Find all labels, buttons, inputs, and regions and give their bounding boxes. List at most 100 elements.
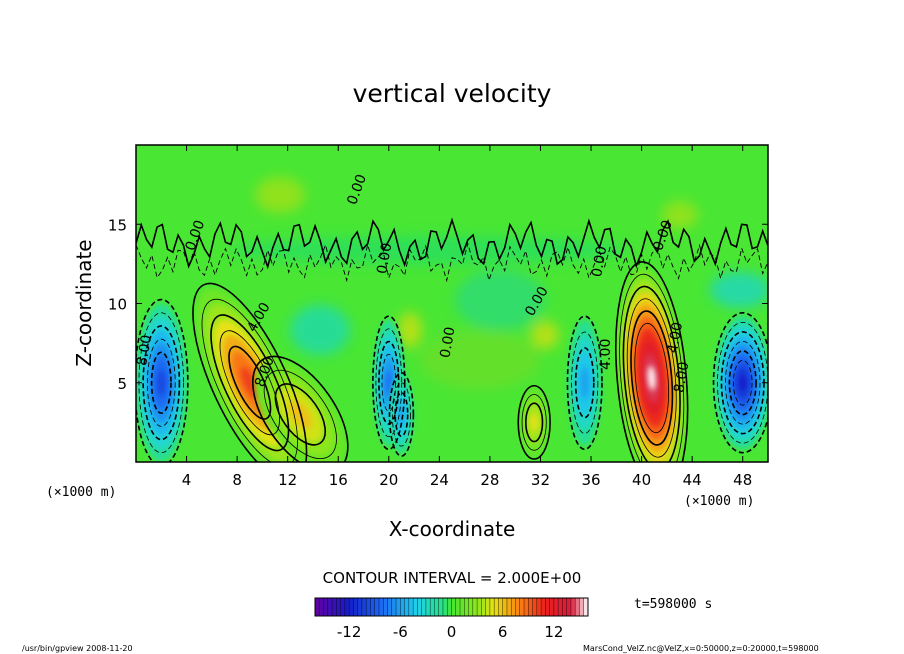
colorbar-tick-label: 0 [447,623,457,641]
x-tick-label: 36 [581,471,600,489]
colorbar-swatch [404,598,410,616]
field-texture [230,177,768,390]
colorbar-frame [314,597,589,617]
colorbar-swatch [515,598,521,616]
colorbar-swatch [579,598,585,616]
colorbar-swatch [378,598,384,616]
contour-line [263,369,337,460]
cell-updraft-32km [518,387,550,458]
contour-line [574,347,595,419]
y-tick-label: 15 [108,216,127,234]
contour-line [732,360,753,406]
contour-line [725,340,761,425]
contour-label: 8.00 [671,361,692,394]
colorbar-swatch [485,598,491,616]
x-tick-label: 4 [182,471,192,489]
contour-line [394,391,409,438]
colorbar-swatch [387,598,393,616]
colorbar-swatch [396,598,401,616]
colorbar-swatch [408,598,414,616]
plot-area: 4.008.000.000.000.00 4.008.004.000.000.00… [136,145,768,462]
colorbar-swatch [545,598,550,616]
contour-line [634,322,669,434]
colorbar-swatch [494,598,499,616]
colorbar-swatch [489,598,495,616]
colorbar-swatch [383,598,388,616]
colorbar-swatch [536,598,542,616]
colorbar-swatch [498,598,503,616]
contour-line [630,310,674,446]
contour-line [142,325,181,441]
contour-line [201,298,298,462]
colorbar-swatch [468,598,474,616]
contour-line [619,273,685,462]
x-tick-label: 12 [278,471,297,489]
contour-interval: CONTOUR INTERVAL = 2.000E+00 [323,569,582,587]
colorbar-tick-label: -6 [393,623,408,641]
colorbar-swatch [391,598,397,616]
y-tick-label: 10 [108,296,127,314]
colorbar-swatch [425,598,431,616]
x-unit-right: (×1000 m) [684,494,754,509]
colorbar-swatch [524,598,529,616]
cell-updraft-41km [617,267,686,462]
contour-line [388,372,415,457]
contour-line [728,350,757,416]
colorbar-swatch [460,598,465,616]
time-label: t=598000 s [634,597,712,612]
colorbar-swatch [315,598,320,616]
y-tick-label: 5 [117,375,127,393]
contour-label: 0.00 [374,242,395,275]
x-axis-label: X-coordinate [389,517,516,541]
colorbar-swatch [528,598,533,616]
colorbar-swatch [327,598,333,616]
colorbar-swatch [340,598,346,616]
contour-line [228,345,272,420]
contour-line [375,328,403,438]
colorbar-swatch [481,598,486,616]
contour-line [381,353,397,412]
colorbar-swatch [442,598,448,616]
cell-level [647,365,656,391]
colorbar-swatch [566,598,572,616]
contour-line [626,298,677,458]
cell-downdraft-35km [568,319,602,447]
colorbar-swatch [558,598,563,616]
contour-line [517,384,551,460]
colorbar-swatch [421,598,427,616]
colorbar-swatch [532,598,538,616]
cell-level [385,370,392,396]
cell-level [738,373,747,393]
contour-line [378,340,400,425]
contour-line-zero [136,217,768,270]
colorbar-swatch [319,598,324,616]
cell-downdraft-47km [714,316,768,450]
colorbar-swatch [366,598,371,616]
contour-label: 4.00 [598,339,614,370]
y-axis-label: Z-coordinate [72,239,96,366]
colorbar-swatch [413,598,418,616]
contour-line [391,382,411,447]
colorbar-tick-label: -12 [337,623,362,641]
x-tick-label: 40 [632,471,651,489]
x-tick-label: 32 [531,471,550,489]
colorbar-swatch [417,598,422,616]
x-unit-left: (×1000 m) [46,485,116,500]
colorbar-swatch [374,598,380,616]
colorbar-swatch [464,598,469,616]
colorbar-swatch [430,598,435,616]
colorbar-swatch [502,598,508,616]
cell-level [580,366,589,399]
x-tick-label: 48 [733,471,752,489]
contour-line [150,351,172,414]
colorbar-swatch [370,598,376,616]
colorbar-swatch [455,598,461,616]
contour-line [219,330,280,436]
chart-title: vertical velocity [353,79,552,108]
contour-line [274,383,327,446]
contour-label: 4.00 [665,321,686,354]
contour-line [525,402,544,443]
colorbar-swatch [562,598,567,616]
